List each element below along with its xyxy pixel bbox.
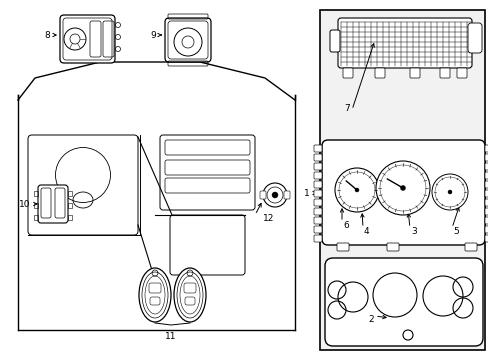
- FancyBboxPatch shape: [336, 243, 348, 251]
- FancyBboxPatch shape: [342, 68, 352, 78]
- Text: 10: 10: [19, 199, 30, 208]
- FancyBboxPatch shape: [484, 190, 488, 197]
- Text: 2: 2: [367, 315, 373, 324]
- FancyBboxPatch shape: [313, 199, 321, 206]
- Text: 5: 5: [452, 226, 458, 235]
- FancyBboxPatch shape: [325, 258, 482, 346]
- Text: 9: 9: [150, 31, 156, 40]
- FancyBboxPatch shape: [484, 181, 488, 188]
- FancyBboxPatch shape: [484, 163, 488, 170]
- FancyBboxPatch shape: [484, 154, 488, 161]
- Bar: [34, 203, 38, 208]
- Text: 12: 12: [263, 213, 274, 222]
- Text: 7: 7: [344, 104, 349, 113]
- FancyBboxPatch shape: [374, 68, 384, 78]
- Circle shape: [400, 185, 405, 190]
- Bar: [319, 10, 484, 350]
- FancyBboxPatch shape: [284, 191, 289, 199]
- FancyBboxPatch shape: [484, 172, 488, 179]
- Ellipse shape: [174, 268, 205, 322]
- FancyBboxPatch shape: [484, 217, 488, 224]
- Ellipse shape: [139, 268, 171, 322]
- FancyBboxPatch shape: [386, 243, 398, 251]
- FancyBboxPatch shape: [313, 154, 321, 161]
- Bar: [68, 215, 72, 220]
- Circle shape: [431, 174, 467, 210]
- FancyBboxPatch shape: [313, 145, 321, 152]
- FancyBboxPatch shape: [60, 15, 115, 63]
- FancyBboxPatch shape: [321, 140, 484, 245]
- FancyBboxPatch shape: [260, 191, 265, 199]
- Circle shape: [263, 183, 286, 207]
- FancyBboxPatch shape: [313, 226, 321, 233]
- Circle shape: [375, 161, 429, 215]
- Circle shape: [447, 190, 451, 194]
- FancyBboxPatch shape: [313, 190, 321, 197]
- Bar: [34, 191, 38, 196]
- FancyBboxPatch shape: [313, 217, 321, 224]
- Text: 6: 6: [342, 220, 348, 230]
- FancyBboxPatch shape: [313, 163, 321, 170]
- Circle shape: [354, 188, 358, 192]
- FancyBboxPatch shape: [439, 68, 449, 78]
- FancyBboxPatch shape: [484, 208, 488, 215]
- Text: 1: 1: [304, 189, 309, 198]
- FancyBboxPatch shape: [467, 23, 481, 53]
- FancyBboxPatch shape: [464, 243, 476, 251]
- FancyBboxPatch shape: [337, 18, 471, 68]
- Circle shape: [271, 192, 278, 198]
- FancyBboxPatch shape: [164, 18, 210, 62]
- FancyBboxPatch shape: [313, 208, 321, 215]
- Text: 4: 4: [363, 226, 369, 235]
- Text: 11: 11: [165, 332, 176, 341]
- FancyBboxPatch shape: [484, 199, 488, 206]
- Text: 3: 3: [410, 226, 416, 235]
- FancyBboxPatch shape: [409, 68, 419, 78]
- Text: 8: 8: [44, 31, 50, 40]
- FancyBboxPatch shape: [38, 185, 68, 223]
- FancyBboxPatch shape: [329, 30, 339, 52]
- FancyBboxPatch shape: [456, 68, 466, 78]
- FancyBboxPatch shape: [484, 226, 488, 233]
- FancyBboxPatch shape: [313, 181, 321, 188]
- Bar: [34, 215, 38, 220]
- FancyBboxPatch shape: [313, 235, 321, 242]
- Circle shape: [334, 168, 378, 212]
- Bar: [68, 203, 72, 208]
- FancyBboxPatch shape: [484, 235, 488, 242]
- FancyBboxPatch shape: [484, 145, 488, 152]
- Bar: [68, 191, 72, 196]
- FancyBboxPatch shape: [313, 172, 321, 179]
